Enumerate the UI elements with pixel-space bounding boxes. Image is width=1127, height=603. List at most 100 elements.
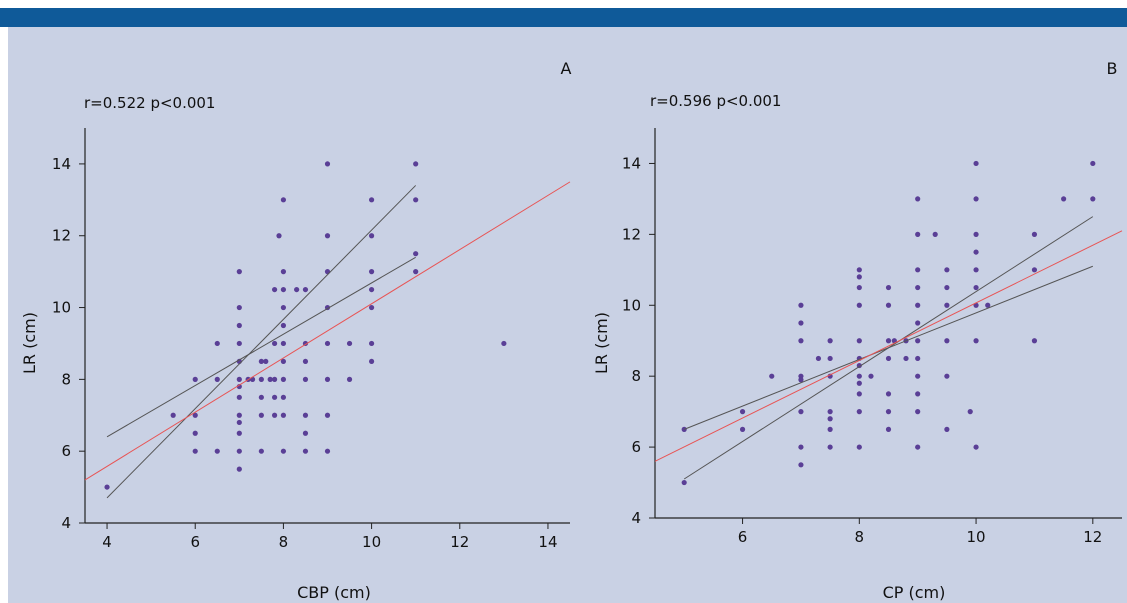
- panel-a-data-point: [413, 161, 419, 167]
- panel-a-confidence-band-upper: [106, 256, 416, 438]
- panel-a-x-tick-label: 14: [538, 533, 557, 551]
- panel-b-y-tick-label: 14: [622, 154, 641, 172]
- panel-b-data-point: [944, 338, 950, 344]
- panel-b-data-point: [856, 284, 862, 291]
- panel-a-data-point: [324, 340, 331, 347]
- panel-b-data-point: [827, 409, 833, 415]
- panel-b-confidence-band-lower: [683, 216, 1094, 480]
- panel-a-data-point: [258, 412, 264, 418]
- panel-a-data-point: [236, 269, 242, 275]
- panel-b-x-tick-label: 6: [738, 528, 748, 546]
- panel-b-data-point: [868, 373, 874, 379]
- panel-a-regression-line: [84, 181, 571, 481]
- panel-b-points: [681, 160, 1096, 486]
- panel-b-data-point: [915, 284, 921, 291]
- panel-b-data-point: [944, 302, 950, 308]
- panel-a-confidence-band-lower: [106, 185, 417, 499]
- panel-b-y-axis-label: LR (cm): [592, 312, 611, 374]
- panel-b-data-point: [798, 338, 804, 344]
- panel-a-data-point: [280, 358, 287, 365]
- panel-b-data-point: [915, 444, 921, 450]
- panel-b-data-point: [1061, 196, 1067, 202]
- panel-a-x-tick-label: 8: [279, 533, 289, 551]
- panel-b-data-point: [856, 409, 862, 415]
- panel-b-ticks: 6 8 10 12 4 6 8 10 12 14: [622, 154, 1102, 546]
- panel-b-regression-line: [654, 230, 1123, 462]
- panel-a-data-point: [192, 412, 198, 418]
- panel-b-data-point: [915, 267, 921, 273]
- panel-a-data-point: [280, 340, 287, 347]
- panel-b-data-point: [944, 267, 950, 273]
- panel-a-data-point: [368, 304, 375, 311]
- panel-a-data-point: [236, 419, 242, 426]
- panel-a-data-point: [302, 448, 309, 454]
- panel-b-data-point: [915, 391, 921, 397]
- panel-b-data-point: [973, 160, 979, 167]
- panel-a-data-point: [302, 430, 309, 436]
- panel-b-data-point: [973, 284, 979, 291]
- panel-b-data-point: [827, 416, 833, 422]
- panel-b-x-axis-label: CP (cm): [883, 583, 946, 602]
- panel-a-lines: [84, 181, 571, 499]
- panel-b-x-tick-label: 10: [967, 528, 986, 546]
- panel-b-data-point: [973, 231, 979, 237]
- panel-b: 6 8 10 12 4 6 8 10 12 14 B r=0.596 p<0.001 CP (cm…: [592, 59, 1123, 602]
- panel-a-data-point: [324, 448, 331, 454]
- panel-a-data-point: [413, 197, 419, 203]
- panel-a-data-point: [280, 376, 287, 382]
- panel-b-data-point: [856, 302, 862, 308]
- panel-a-data-point: [302, 412, 309, 418]
- panel-b-data-point: [885, 302, 892, 308]
- panel-b-data-point: [885, 355, 892, 362]
- panel-a-data-point: [236, 466, 242, 472]
- panel-a-data-point: [501, 340, 507, 347]
- panel-b-y-tick-label: 10: [622, 296, 641, 314]
- panel-b-stats: r=0.596 p<0.001: [650, 92, 781, 110]
- panel-a-data-point: [258, 358, 264, 365]
- panel-b-y-tick-label: 6: [631, 438, 641, 456]
- panel-b-data-point: [885, 391, 892, 397]
- panel-b-data-point: [856, 444, 862, 450]
- panel-b-data-point: [1090, 160, 1096, 167]
- panel-a-data-point: [236, 394, 242, 400]
- panel-b-data-point: [856, 267, 862, 273]
- panel-b-data-point: [1031, 231, 1038, 237]
- panel-a-data-point: [236, 412, 242, 418]
- panel-b-data-point: [1031, 267, 1038, 273]
- panel-b-y-tick-label: 4: [631, 509, 641, 527]
- panel-a-data-point: [302, 358, 309, 365]
- panel-b-y-tick-label: 12: [622, 225, 641, 243]
- panel-b-label: B: [1107, 59, 1118, 78]
- panel-b-x-tick-label: 12: [1083, 528, 1102, 546]
- panel-a-data-point: [368, 340, 375, 347]
- panel-a-data-point: [170, 412, 176, 418]
- panel-a-y-tick-label: 14: [52, 155, 71, 173]
- panel-a-data-point: [271, 340, 278, 347]
- panel-a-data-point: [192, 448, 198, 454]
- panel-b-data-point: [915, 320, 921, 326]
- panel-a-label: A: [561, 59, 572, 78]
- panel-a-data-point: [104, 484, 110, 490]
- panel-a-data-point: [324, 233, 331, 239]
- panel-b-data-point: [967, 409, 973, 415]
- panel-b-data-point: [973, 196, 979, 202]
- panel-a-data-point: [324, 412, 331, 418]
- panel-a-data-point: [258, 394, 264, 400]
- panel-a-x-tick-label: 6: [190, 533, 200, 551]
- panel-b-data-point: [856, 338, 862, 344]
- panel-b-data-point: [915, 409, 921, 415]
- panel-b-data-point: [915, 338, 921, 344]
- panel-a-data-point: [192, 376, 198, 382]
- panel-b-x-tick-label: 8: [855, 528, 865, 546]
- panel-a-y-axis-label: LR (cm): [20, 312, 39, 374]
- panel-a-data-point: [236, 430, 242, 436]
- panel-b-data-point: [915, 355, 921, 362]
- panel-a-data-point: [214, 448, 220, 454]
- panel-b-data-point: [681, 479, 687, 486]
- panel-b-data-point: [798, 302, 804, 308]
- panel-b-y-tick-label: 8: [631, 367, 641, 385]
- panel-a-data-point: [271, 286, 278, 293]
- panel-b-data-point: [915, 196, 921, 202]
